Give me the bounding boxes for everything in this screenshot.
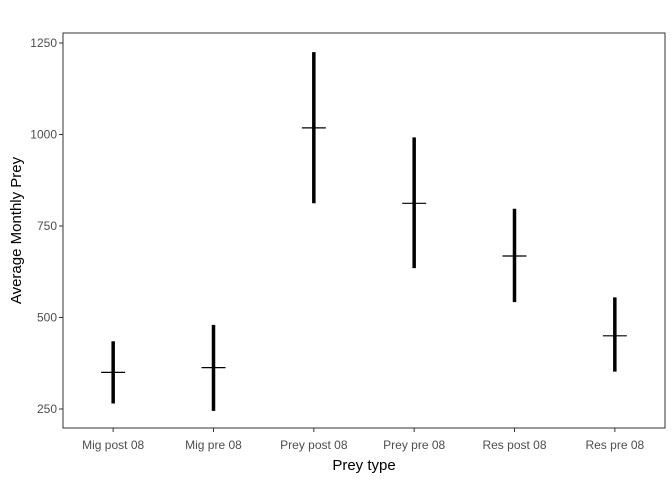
x-tick-label: Prey pre 08: [383, 438, 445, 452]
y-tick-label: 750: [37, 219, 57, 233]
x-tick-label: Res post 08: [482, 438, 546, 452]
y-tick-label: 1000: [30, 128, 57, 142]
panel-border: [62, 32, 666, 429]
error-bars: [101, 52, 627, 411]
x-axis: Mig post 08 Mig pre 08 Prey post 08 Prey pr…: [82, 428, 645, 452]
x-axis-title: Prey type: [332, 457, 395, 474]
y-tick-label: 250: [37, 402, 57, 416]
x-tick-label: Prey post 08: [280, 438, 348, 452]
panel-background: [63, 33, 665, 428]
y-tick-label: 500: [37, 311, 57, 325]
y-tick-label: 1250: [30, 36, 57, 50]
x-tick-label: Res pre 08: [585, 438, 644, 452]
x-tick-label: Mig pre 08: [185, 438, 242, 452]
x-tick-label: Mig post 08: [82, 438, 144, 452]
y-axis-title: Average Monthly Prey: [8, 156, 25, 304]
y-axis: 250 500 750 1000 1250: [30, 36, 63, 416]
